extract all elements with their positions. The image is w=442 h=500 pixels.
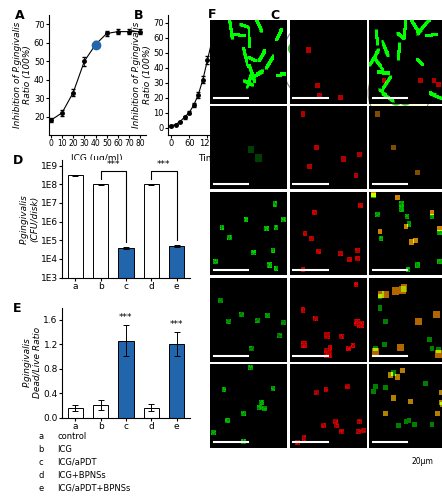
X-axis label: Time (s): Time (s) [198, 154, 235, 162]
Bar [93, 184, 108, 500]
Circle shape [313, 42, 330, 55]
Bar [68, 408, 83, 418]
Circle shape [310, 53, 327, 66]
Text: e: e [38, 484, 44, 493]
Bar [93, 406, 108, 417]
Circle shape [301, 35, 318, 48]
Text: D: D [13, 154, 23, 167]
Text: ICG/aPDT: ICG/aPDT [57, 458, 96, 467]
Text: ***: *** [119, 313, 133, 322]
Text: ICG/aPDT+BPNSs: ICG/aPDT+BPNSs [57, 484, 130, 493]
Y-axis label: P.gingivalis
(CFU/disk): P.gingivalis (CFU/disk) [20, 194, 39, 244]
Ellipse shape [368, 60, 430, 126]
Y-axis label: P.gingivalis
Dead/Live Ratio: P.gingivalis Dead/Live Ratio [23, 327, 42, 398]
Text: F: F [208, 8, 216, 20]
Text: A: A [15, 9, 24, 22]
Text: B: B [134, 9, 143, 22]
Circle shape [404, 90, 413, 96]
Bar [169, 344, 184, 418]
Bar [118, 340, 133, 417]
Text: ***: *** [157, 160, 171, 168]
Text: 20μm: 20μm [412, 456, 434, 466]
Bar [118, 248, 133, 500]
Circle shape [304, 62, 321, 76]
Text: control: control [57, 432, 86, 441]
Circle shape [392, 98, 401, 105]
Text: d: d [38, 471, 44, 480]
Circle shape [394, 81, 404, 88]
Bar [68, 176, 83, 500]
Bar [169, 246, 184, 500]
Text: ICG: ICG [57, 445, 72, 454]
Text: E: E [13, 302, 22, 315]
Text: a: a [38, 432, 44, 441]
Text: C: C [271, 9, 280, 22]
X-axis label: ICG (µg/ml): ICG (µg/ml) [72, 154, 123, 162]
Circle shape [400, 98, 410, 105]
Text: ***: *** [107, 160, 120, 168]
Circle shape [298, 53, 315, 66]
Circle shape [316, 62, 333, 76]
Text: ICG+BPNSs: ICG+BPNSs [57, 471, 106, 480]
Bar [144, 184, 159, 500]
Y-axis label: Inhibition of P.gingivalis
Ratio (100%): Inhibition of P.gingivalis Ratio (100%) [13, 22, 32, 128]
Circle shape [382, 86, 392, 93]
Circle shape [292, 62, 309, 76]
Circle shape [289, 42, 305, 55]
Text: c: c [38, 458, 43, 467]
Text: b: b [38, 445, 44, 454]
Y-axis label: Inhibition of P.gingivalis
Ratio (100%): Inhibition of P.gingivalis Ratio (100%) [133, 22, 152, 128]
Text: ***: *** [170, 320, 183, 329]
Bar [144, 408, 159, 418]
